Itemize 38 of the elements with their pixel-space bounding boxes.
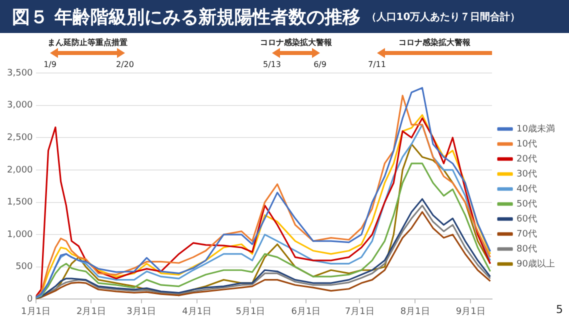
y-tick-label: 2,500 [7,132,34,143]
y-tick-label: 3,000 [7,100,34,111]
legend-label: 70代 [516,228,537,240]
legend-label: 50代 [516,198,537,210]
legend-label: 90歳以上 [516,258,555,270]
x-tick-label: 1月1日 [21,306,50,317]
text: コロナ感染拡大警報 [398,38,472,48]
y-tick-label: 3,500 [7,68,34,78]
text: 5 [556,303,563,316]
legend-label: 40代 [516,183,537,194]
x-tick-label: 7月1日 [344,306,374,317]
y-tick-label: 1,000 [7,230,34,240]
chart-subtitle: （人口10万人あたり７日間合計） [366,10,520,24]
legend-label: 20代 [516,153,537,164]
x-tick-label: 9月1日 [456,306,486,317]
legend-label: 80代 [516,243,537,254]
y-tick-label: 500 [16,262,34,272]
x-tick-label: 3月1日 [126,306,156,317]
legend-label: 30代 [516,168,537,180]
y-tick-label: 0 [27,294,34,305]
x-tick-label: 8月1日 [400,306,430,317]
chart-title: 図５ 年齢階級別にみる新規陽性者数の推移 [12,6,360,28]
x-tick-label: 2月1日 [76,306,106,317]
text: 1/9 [44,60,56,70]
text: 6/9 [314,60,326,70]
x-tick-label: 4月1日 [182,306,212,317]
text: 2/20 [116,60,134,70]
legend-label: 10歳未満 [516,123,555,134]
text: まん延防止等重点措置 [48,38,128,48]
legend-label: 60代 [516,213,537,224]
y-tick-label: 2,000 [7,165,34,176]
x-tick-label: 6月1日 [291,306,321,317]
text: 7/11 [368,60,386,70]
text: コロナ感染拡大警報 [260,38,333,48]
y-tick-label: 1,500 [7,198,34,208]
legend-label: 10代 [516,138,537,150]
text: 5/13 [263,60,281,70]
x-tick-label: 5月1日 [236,306,266,317]
